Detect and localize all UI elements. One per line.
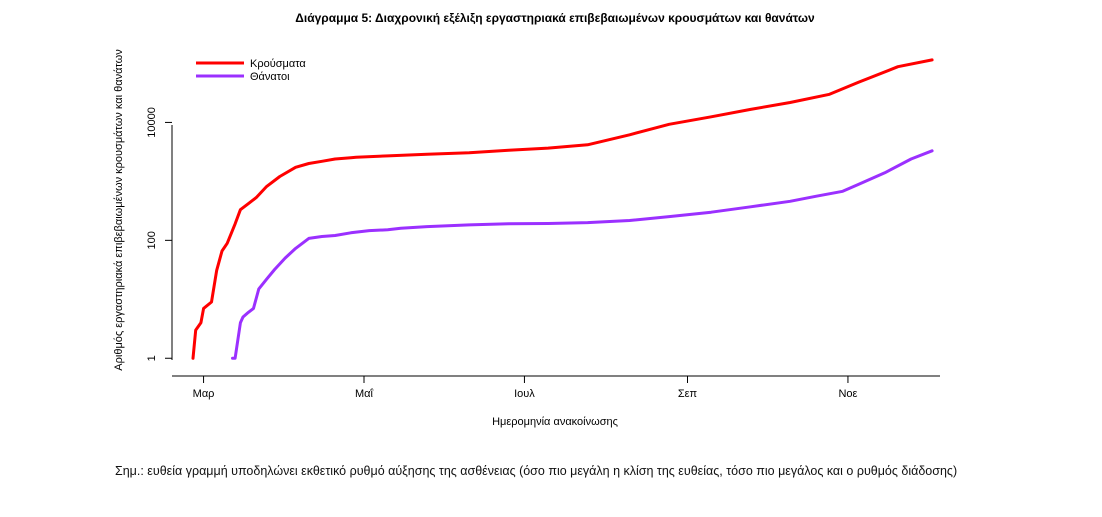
x-tick-label: Ιουλ <box>514 388 535 400</box>
series-layer <box>191 58 934 360</box>
x-tick-label: Σεπ <box>678 388 698 400</box>
y-tick-label: 10000 <box>146 107 158 138</box>
series-line-1 <box>191 58 934 360</box>
y-axis: 1 100 10000 <box>146 107 173 361</box>
series-line-2 <box>231 149 934 360</box>
x-tick-label: Μαρ <box>193 388 215 400</box>
chart-title: Διάγραμμα 5: Διαχρονική εξέλιξη εργαστηρ… <box>295 11 815 25</box>
y-axis-title: Αριθμός εργαστηριακά επιβεβαιωμένων κρου… <box>113 49 125 371</box>
legend-label: Θάνατοι <box>250 71 290 83</box>
x-axis: Μαρ Μαΐ Ιουλ Σεπ Νοε <box>172 375 940 400</box>
y-tick-label: 100 <box>146 231 158 249</box>
footnote: Σημ.: ευθεία γραμμή υποδηλώνει εκθετικό … <box>115 464 958 478</box>
legend-label: Κρούσματα <box>250 58 306 70</box>
y-tick-label: 1 <box>146 355 158 361</box>
x-tick-label: Μαΐ <box>355 388 374 400</box>
x-axis-title: Ημερομηνία ανακοίνωσης <box>492 416 618 428</box>
x-tick-label: Νοε <box>838 388 857 400</box>
